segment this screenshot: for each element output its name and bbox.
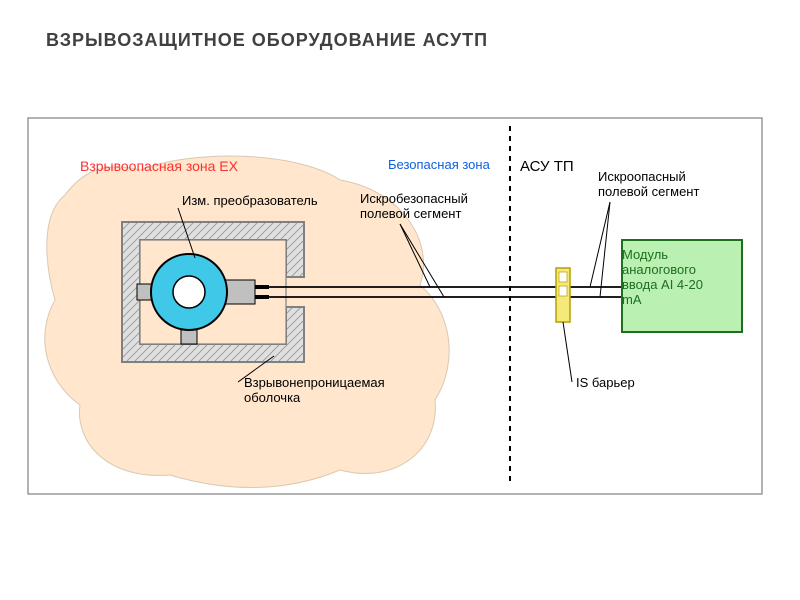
intrinsic-segment-label: Искробезопасный полевой сегмент <box>360 192 468 222</box>
transmitter-label: Изм. преобразователь <box>182 194 318 209</box>
zone-safe-label: Безопасная зона <box>388 158 490 173</box>
is-barrier <box>556 268 570 322</box>
ai-module-text: Модуль аналогового ввода AI 4-20 mA <box>622 248 742 308</box>
page-title: ВЗРЫВОЗАЩИТНОЕ ОБОРУДОВАНИЕ АСУТП <box>46 30 488 51</box>
zone-ex-label: Взрывоопасная зона ЕХ <box>80 158 238 174</box>
is-barrier-label: IS барьер <box>576 376 635 391</box>
zone-asu-label: АСУ ТП <box>520 158 574 175</box>
hazard-segment-label: Искроопасный полевой сегмент <box>598 170 699 200</box>
enclosure-label: Взрывонепроницаемая оболочка <box>244 376 385 406</box>
